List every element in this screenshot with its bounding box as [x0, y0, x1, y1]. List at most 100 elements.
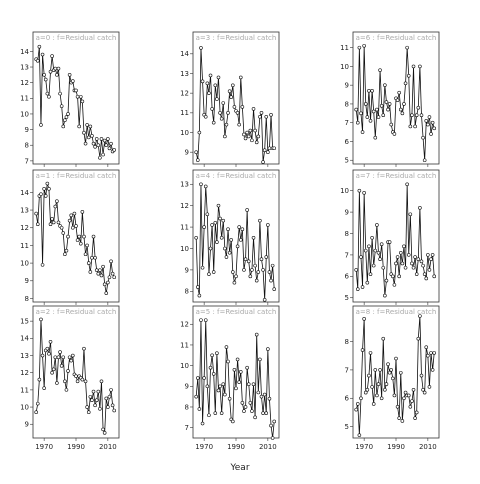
x-tick-label: 1970	[35, 443, 53, 451]
data-point	[422, 158, 427, 163]
data-point	[109, 141, 113, 146]
data-point	[354, 407, 358, 412]
data-point	[245, 130, 249, 135]
data-point	[259, 257, 264, 261]
data-point	[419, 113, 424, 117]
data-point	[266, 347, 270, 351]
data-point	[258, 218, 262, 223]
x-tick-label: 2010	[419, 443, 437, 451]
data-point	[422, 272, 427, 276]
data-point	[411, 265, 416, 270]
data-point	[258, 114, 262, 119]
data-point	[272, 419, 277, 424]
data-point	[42, 386, 46, 390]
data-point	[362, 43, 366, 48]
data-point	[427, 268, 432, 272]
data-point	[368, 119, 373, 123]
data-point	[242, 409, 246, 413]
data-point	[199, 182, 203, 187]
data-point	[75, 379, 80, 384]
series-line	[355, 184, 435, 296]
data-point	[107, 146, 112, 151]
data-point	[40, 353, 45, 358]
y-tick-label: 12	[180, 202, 189, 210]
data-point	[210, 353, 214, 358]
data-point	[61, 231, 66, 235]
data-point	[371, 263, 376, 268]
data-point	[370, 89, 374, 93]
y-tick-label: 9	[185, 266, 189, 274]
data-point	[363, 248, 368, 253]
data-point	[56, 355, 61, 360]
data-point	[403, 81, 408, 86]
data-point	[85, 405, 89, 409]
data-point	[406, 73, 411, 78]
data-point	[392, 132, 397, 136]
y-tick-label: 10	[180, 129, 189, 137]
data-point	[226, 359, 230, 364]
data-point	[432, 126, 437, 131]
data-point	[200, 265, 205, 270]
data-point	[360, 130, 365, 134]
data-point	[197, 130, 202, 135]
panel-strip-label: a=2 : f=Residual catch	[36, 308, 117, 316]
data-point	[112, 275, 117, 280]
data-point	[42, 73, 46, 77]
data-point	[227, 250, 232, 255]
data-point	[375, 107, 379, 112]
data-point	[218, 216, 222, 221]
data-point	[35, 222, 40, 227]
data-point	[96, 271, 101, 276]
data-point	[254, 332, 259, 337]
data-point	[402, 244, 406, 249]
data-point	[429, 351, 433, 355]
data-point	[102, 282, 107, 287]
x-tick-label: 1990	[387, 443, 405, 451]
data-point	[40, 263, 45, 267]
data-point	[411, 64, 416, 69]
data-point	[381, 336, 386, 341]
data-point	[96, 389, 101, 394]
data-point	[215, 97, 219, 101]
data-point	[267, 146, 272, 151]
data-point	[48, 339, 53, 344]
data-point	[63, 379, 67, 384]
y-tick-label: 6	[345, 273, 350, 281]
data-point	[64, 115, 69, 119]
y-tick-label: 6	[345, 138, 350, 146]
y-tick-label: 8	[185, 403, 189, 411]
data-point	[101, 152, 105, 157]
data-point	[424, 119, 429, 123]
data-point	[39, 123, 43, 127]
data-point	[99, 273, 104, 278]
y-tick-label: 12	[20, 369, 29, 377]
data-point	[376, 250, 381, 255]
panel-strip-label: a=5 : f=Residual catch	[196, 308, 277, 316]
data-point	[368, 351, 373, 355]
data-point	[251, 107, 256, 111]
data-point	[253, 415, 257, 420]
data-point	[88, 394, 93, 399]
data-point	[219, 116, 224, 121]
data-point	[413, 124, 417, 129]
data-point	[93, 255, 97, 260]
data-point	[90, 255, 94, 260]
data-point	[250, 409, 254, 413]
y-tick-label: 5	[345, 423, 349, 431]
data-point	[69, 213, 74, 218]
data-point	[202, 225, 206, 229]
panel-2: a=2 : f=Residual catch 9 10 11 12 13 14 15 1970 1…	[20, 305, 120, 451]
data-point	[59, 364, 64, 368]
data-point	[80, 210, 85, 214]
data-point	[85, 123, 89, 127]
y-tick-label: 14	[20, 335, 29, 343]
data-point	[254, 278, 259, 283]
data-point	[262, 392, 267, 397]
data-point	[99, 379, 104, 384]
y-tick-label: 10	[340, 187, 349, 195]
data-point	[426, 122, 430, 127]
data-point	[207, 272, 211, 276]
y-tick-label: 10	[180, 245, 189, 253]
data-point	[74, 374, 78, 378]
data-point	[418, 206, 422, 210]
